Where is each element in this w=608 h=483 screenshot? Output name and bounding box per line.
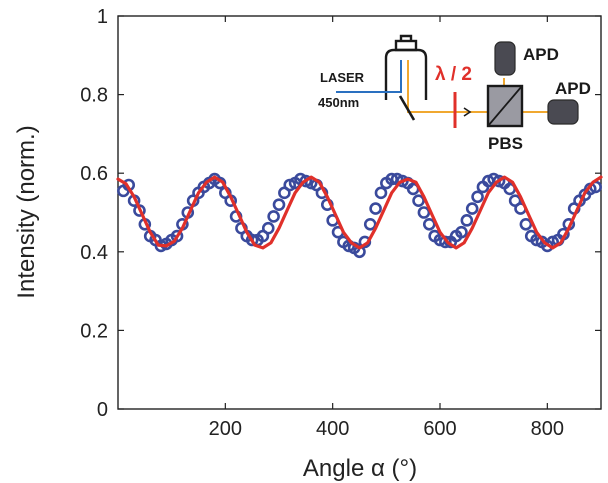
y-tick-label: 1 bbox=[97, 6, 108, 28]
y-ticks: 0 0.2 0.4 0.6 0.8 1 bbox=[80, 6, 601, 421]
arrow-icon bbox=[463, 107, 472, 117]
x-tick-label: 400 bbox=[316, 418, 349, 440]
setup-inset: LASER 450nm λ / 2 APD APD PBS bbox=[318, 34, 591, 153]
plot-frame bbox=[117, 15, 602, 410]
data-point bbox=[369, 202, 382, 215]
data-point bbox=[519, 217, 533, 231]
data-point bbox=[465, 202, 479, 215]
x-ticks: 200 400 600 800 bbox=[209, 16, 564, 440]
x-tick-label: 800 bbox=[531, 418, 564, 440]
data-point bbox=[455, 225, 468, 239]
data-point bbox=[460, 214, 474, 227]
fit-line bbox=[116, 175, 603, 250]
data-point bbox=[170, 229, 184, 243]
data-point bbox=[363, 217, 377, 231]
mirror-icon bbox=[398, 95, 416, 121]
detector-top-icon bbox=[494, 41, 516, 76]
laser-label: LASER bbox=[320, 70, 365, 85]
data-point bbox=[245, 233, 259, 247]
y-tick-label: 0.4 bbox=[80, 242, 108, 264]
x-tick-label: 200 bbox=[209, 418, 242, 440]
data-point bbox=[261, 221, 275, 235]
data-point bbox=[412, 194, 425, 208]
x-axis-title: Angle α (°) bbox=[303, 455, 417, 482]
plot-area: 200 400 600 800 0 0.2 0.4 0.6 0.8 1 bbox=[80, 6, 603, 440]
data-point bbox=[272, 198, 286, 211]
pbs-cube-icon bbox=[486, 84, 524, 128]
splitter-label: PBS bbox=[488, 134, 523, 153]
y-tick-label: 0.8 bbox=[80, 85, 108, 107]
y-axis-title: Intensity (norm.) bbox=[13, 125, 40, 298]
wavelength-label: 450nm bbox=[318, 95, 359, 110]
waveplate-label: λ / 2 bbox=[435, 64, 472, 85]
detector-top-label: APD bbox=[523, 45, 559, 64]
y-tick-label: 0 bbox=[97, 399, 108, 421]
x-tick-label: 600 bbox=[423, 418, 456, 440]
objective-icon bbox=[384, 34, 428, 100]
fiber-line bbox=[336, 60, 402, 93]
data-point bbox=[267, 210, 280, 223]
detector-right-label: APD bbox=[555, 79, 591, 98]
data-point bbox=[374, 186, 388, 200]
detector-right-icon bbox=[547, 99, 579, 125]
y-tick-label: 0.2 bbox=[80, 320, 108, 342]
data-point bbox=[471, 190, 484, 204]
data-point bbox=[417, 206, 431, 219]
data-point bbox=[422, 217, 436, 231]
y-tick-label: 0.6 bbox=[80, 163, 108, 185]
